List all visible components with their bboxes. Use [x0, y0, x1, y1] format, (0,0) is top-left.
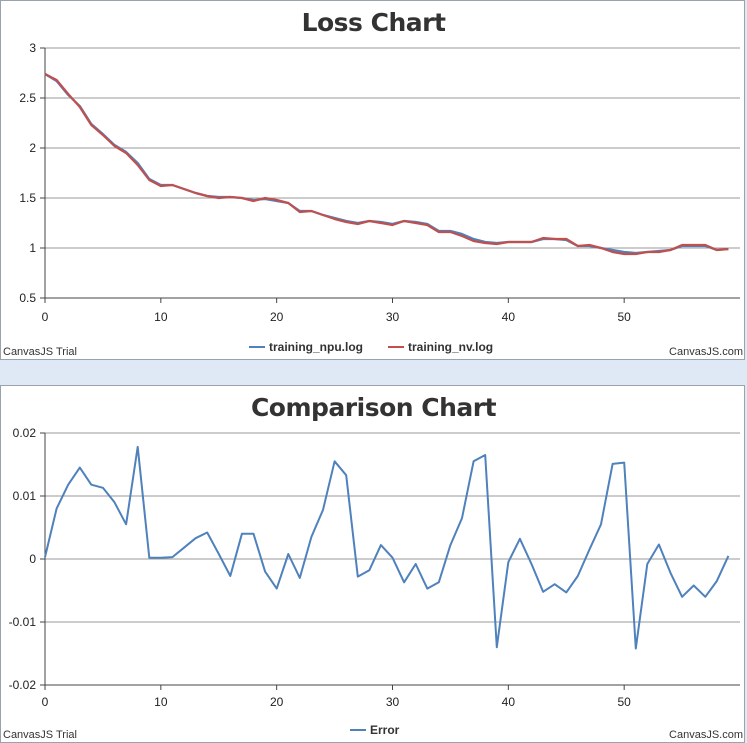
y-tick-label: 0.02	[13, 426, 37, 440]
legend-label: training_npu.log	[269, 340, 363, 354]
series-line-training_nv.log	[44, 73, 729, 256]
y-tick-label: 0.5	[19, 291, 36, 305]
series-line-Error	[44, 445, 730, 650]
x-tick-label: 30	[386, 695, 400, 709]
y-tick-label: 2.5	[19, 91, 36, 105]
legend: training_npu.log training_nv.log	[249, 340, 493, 354]
x-tick-label: 30	[386, 310, 400, 324]
comparison-chart-panel: Comparison Chart -0.02 -0.01 0 0.01 0.02 0 10 20…	[0, 385, 745, 743]
comparison-chart: Comparison Chart -0.02 -0.01 0 0.01 0.02 0 10 20…	[3, 393, 743, 741]
x-tick-label: 20	[270, 695, 284, 709]
y-tick-label: -0.02	[9, 678, 37, 692]
chart-title: Loss Chart	[302, 8, 446, 37]
legend-label: Error	[370, 723, 400, 737]
y-tick-label: 0.01	[13, 489, 37, 503]
legend-label: training_nv.log	[408, 340, 493, 354]
credit-right: CanvasJS.com	[669, 346, 743, 358]
credit-left: CanvasJS Trial	[3, 346, 77, 358]
y-tick-label: -0.01	[9, 615, 37, 629]
y-tick-label: 3	[29, 41, 36, 55]
x-tick-label: 50	[617, 310, 631, 324]
legend: Error	[350, 723, 400, 737]
credit-right: CanvasJS.com	[669, 729, 743, 741]
x-tick-label: 0	[42, 695, 49, 709]
x-tick-label: 10	[154, 310, 168, 324]
loss-chart-panel: Loss Chart 0.5 1 1.5 2 2.5 3 0 10 20 30 40 50 trainin…	[0, 0, 745, 360]
x-tick-label: 40	[502, 695, 516, 709]
x-tick-label: 50	[617, 695, 631, 709]
x-tick-label: 20	[270, 310, 284, 324]
y-tick-label: 1.5	[19, 191, 36, 205]
y-tick-label: 0	[29, 552, 36, 566]
y-tick-label: 2	[29, 141, 36, 155]
series-line-training_npu.log	[44, 73, 729, 255]
chart-title: Comparison Chart	[251, 393, 497, 422]
x-tick-label: 40	[502, 310, 516, 324]
y-tick-label: 1	[29, 241, 36, 255]
credit-left: CanvasJS Trial	[3, 729, 77, 741]
x-tick-label: 0	[42, 310, 49, 324]
x-tick-label: 10	[154, 695, 168, 709]
